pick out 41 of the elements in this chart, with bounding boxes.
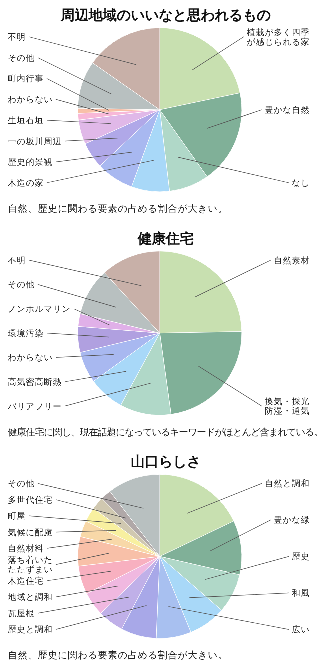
slice-label: その他 bbox=[8, 478, 35, 490]
slice-label: 歴史と調和 bbox=[8, 624, 53, 636]
slice-label: 瓦屋根 bbox=[8, 608, 35, 620]
slice-label: わからない bbox=[8, 354, 53, 364]
slice-label: 気候に配慮 bbox=[8, 527, 53, 538]
slice-label: 豊かな緑 bbox=[274, 515, 310, 526]
slice-label: 生垣石垣 bbox=[8, 115, 44, 126]
slice-label: 多世代住宅 bbox=[8, 494, 53, 506]
slice-label: ノンホルマリン bbox=[8, 305, 71, 315]
slice-label: バリアフリー bbox=[7, 402, 62, 412]
slice-label: 換気・採光防湿・通気 bbox=[265, 396, 310, 418]
slice-label: 不明 bbox=[8, 32, 26, 43]
slice-label: 高気密高断熱 bbox=[8, 377, 62, 388]
slice-label: その他 bbox=[8, 280, 35, 291]
chart-title: 健康住宅 bbox=[137, 230, 194, 248]
slice-label: 木造の家 bbox=[8, 178, 44, 189]
slice-label: 歴史的景観 bbox=[8, 157, 53, 168]
slice-label: 自然素材 bbox=[274, 255, 310, 266]
chart-title: 山口らしさ bbox=[131, 454, 201, 471]
text: 健康住宅に関し、現在話題になっているキーワードがほとんど含まれている。 bbox=[8, 427, 323, 438]
slice-label: 一の坂川周辺 bbox=[8, 136, 62, 148]
slice-label: 自然材料 bbox=[8, 544, 44, 555]
slice-label: 歴史 bbox=[292, 552, 310, 563]
slice-label: 不明 bbox=[8, 255, 26, 266]
slice-label: 町屋 bbox=[8, 511, 26, 522]
slice-label: わからない bbox=[8, 96, 53, 106]
slice-label: 木造住宅 bbox=[8, 576, 44, 587]
slice-label: 環境汚染 bbox=[8, 328, 44, 340]
text: 自然、歴史に関わる要素の占める割合が大きい。 bbox=[8, 203, 228, 215]
chart-title: 周辺地域のいいなと思われるもの bbox=[60, 8, 271, 24]
slice-label: なし bbox=[292, 179, 310, 189]
text: 自然、歴史に関わる要素の占める割合が大きい。 bbox=[8, 650, 228, 662]
slice-label: 和風 bbox=[292, 588, 310, 600]
slice-label: 地域と調和 bbox=[7, 592, 53, 604]
slice-label: 町内行事 bbox=[8, 74, 44, 85]
slice-label: その他 bbox=[8, 52, 35, 64]
slice-label: 落ち着いたたたずまい bbox=[8, 555, 53, 576]
slice-label: 豊かな自然 bbox=[265, 105, 310, 116]
slice-label: 自然と調和 bbox=[265, 478, 310, 490]
slice-label: 広い bbox=[292, 624, 310, 636]
slice-label: 植栽が多く四季が感じられる家 bbox=[247, 27, 310, 48]
